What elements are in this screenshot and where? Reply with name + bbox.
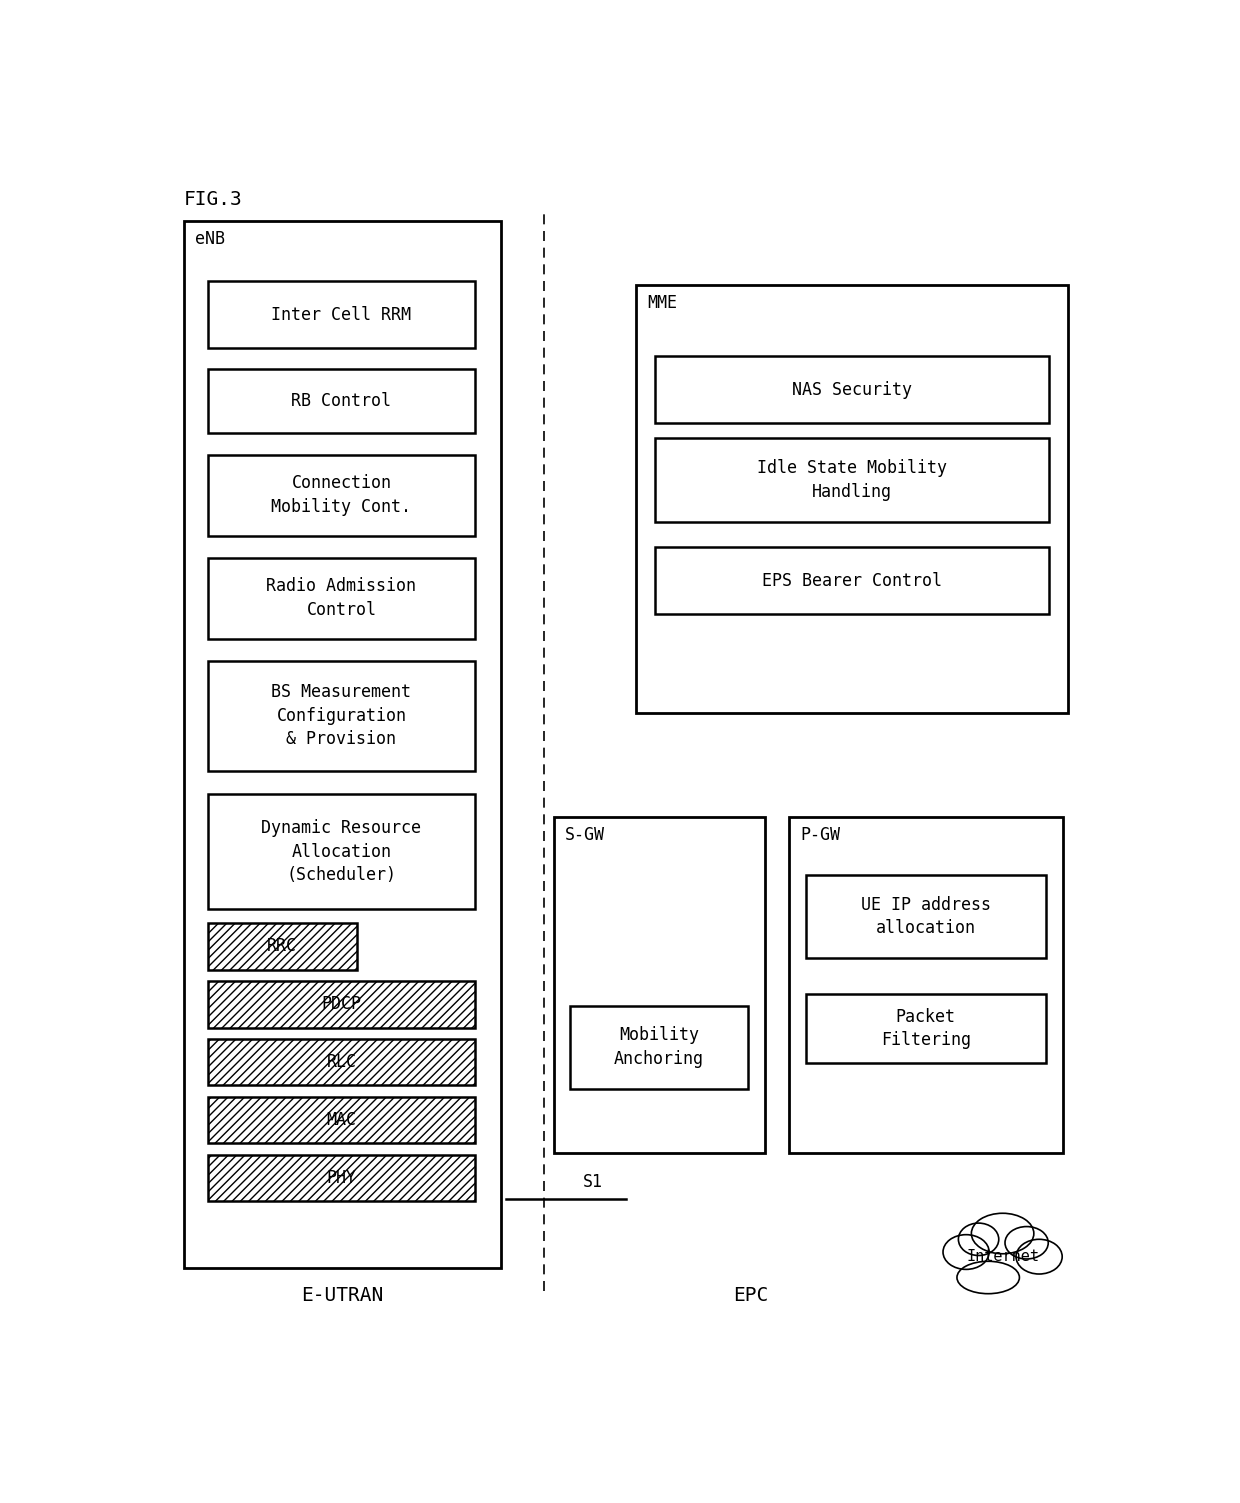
Text: Dynamic Resource
Allocation
(Scheduler): Dynamic Resource Allocation (Scheduler) bbox=[262, 819, 422, 884]
Text: RB Control: RB Control bbox=[291, 392, 392, 410]
Bar bbox=[208, 1039, 475, 1085]
Bar bbox=[655, 356, 1049, 424]
Ellipse shape bbox=[1016, 1240, 1063, 1275]
Text: Mobility
Anchoring: Mobility Anchoring bbox=[614, 1027, 704, 1069]
Text: Connection
Mobility Cont.: Connection Mobility Cont. bbox=[272, 475, 412, 516]
Ellipse shape bbox=[971, 1213, 1034, 1254]
Bar bbox=[655, 439, 1049, 522]
Ellipse shape bbox=[1004, 1226, 1048, 1260]
Ellipse shape bbox=[957, 1261, 1019, 1294]
Text: PDCP: PDCP bbox=[321, 995, 361, 1013]
Bar bbox=[208, 794, 475, 909]
Bar bbox=[208, 661, 475, 771]
Bar bbox=[208, 1154, 475, 1201]
Text: Radio Admission
Control: Radio Admission Control bbox=[267, 577, 417, 619]
Bar bbox=[208, 558, 475, 639]
Bar bbox=[789, 818, 1063, 1153]
Text: EPC: EPC bbox=[733, 1287, 769, 1305]
Bar bbox=[208, 923, 357, 969]
Bar bbox=[554, 818, 765, 1153]
Text: Packet
Filtering: Packet Filtering bbox=[880, 1009, 971, 1049]
Bar bbox=[806, 993, 1045, 1064]
Text: S1: S1 bbox=[583, 1172, 603, 1190]
Text: MME: MME bbox=[647, 293, 677, 311]
Bar bbox=[655, 547, 1049, 615]
Text: EPS Bearer Control: EPS Bearer Control bbox=[761, 571, 941, 589]
Text: eNB: eNB bbox=[196, 230, 226, 248]
Text: RLC: RLC bbox=[326, 1054, 356, 1072]
Text: NAS Security: NAS Security bbox=[791, 380, 911, 398]
Text: FIG.3: FIG.3 bbox=[184, 191, 243, 209]
Text: UE IP address
allocation: UE IP address allocation bbox=[861, 896, 991, 938]
Text: Idle State Mobility
Handling: Idle State Mobility Handling bbox=[756, 460, 946, 500]
Text: E-UTRAN: E-UTRAN bbox=[301, 1287, 383, 1305]
Bar bbox=[208, 981, 475, 1028]
Bar bbox=[570, 1006, 748, 1088]
Bar bbox=[635, 284, 1068, 712]
Ellipse shape bbox=[942, 1234, 990, 1270]
Text: Internet: Internet bbox=[966, 1249, 1039, 1264]
Text: S-GW: S-GW bbox=[565, 827, 605, 845]
Text: Inter Cell RRM: Inter Cell RRM bbox=[272, 305, 412, 323]
Text: RRC: RRC bbox=[268, 938, 298, 956]
Text: MAC: MAC bbox=[326, 1111, 356, 1129]
Bar bbox=[806, 875, 1045, 957]
Text: PHY: PHY bbox=[326, 1169, 356, 1187]
Bar bbox=[184, 221, 501, 1269]
Bar bbox=[208, 1097, 475, 1144]
Ellipse shape bbox=[959, 1223, 998, 1255]
Bar bbox=[208, 370, 475, 433]
Text: P-GW: P-GW bbox=[801, 827, 841, 845]
Bar bbox=[208, 454, 475, 535]
Bar bbox=[208, 281, 475, 349]
Text: BS Measurement
Configuration
& Provision: BS Measurement Configuration & Provision bbox=[272, 682, 412, 748]
